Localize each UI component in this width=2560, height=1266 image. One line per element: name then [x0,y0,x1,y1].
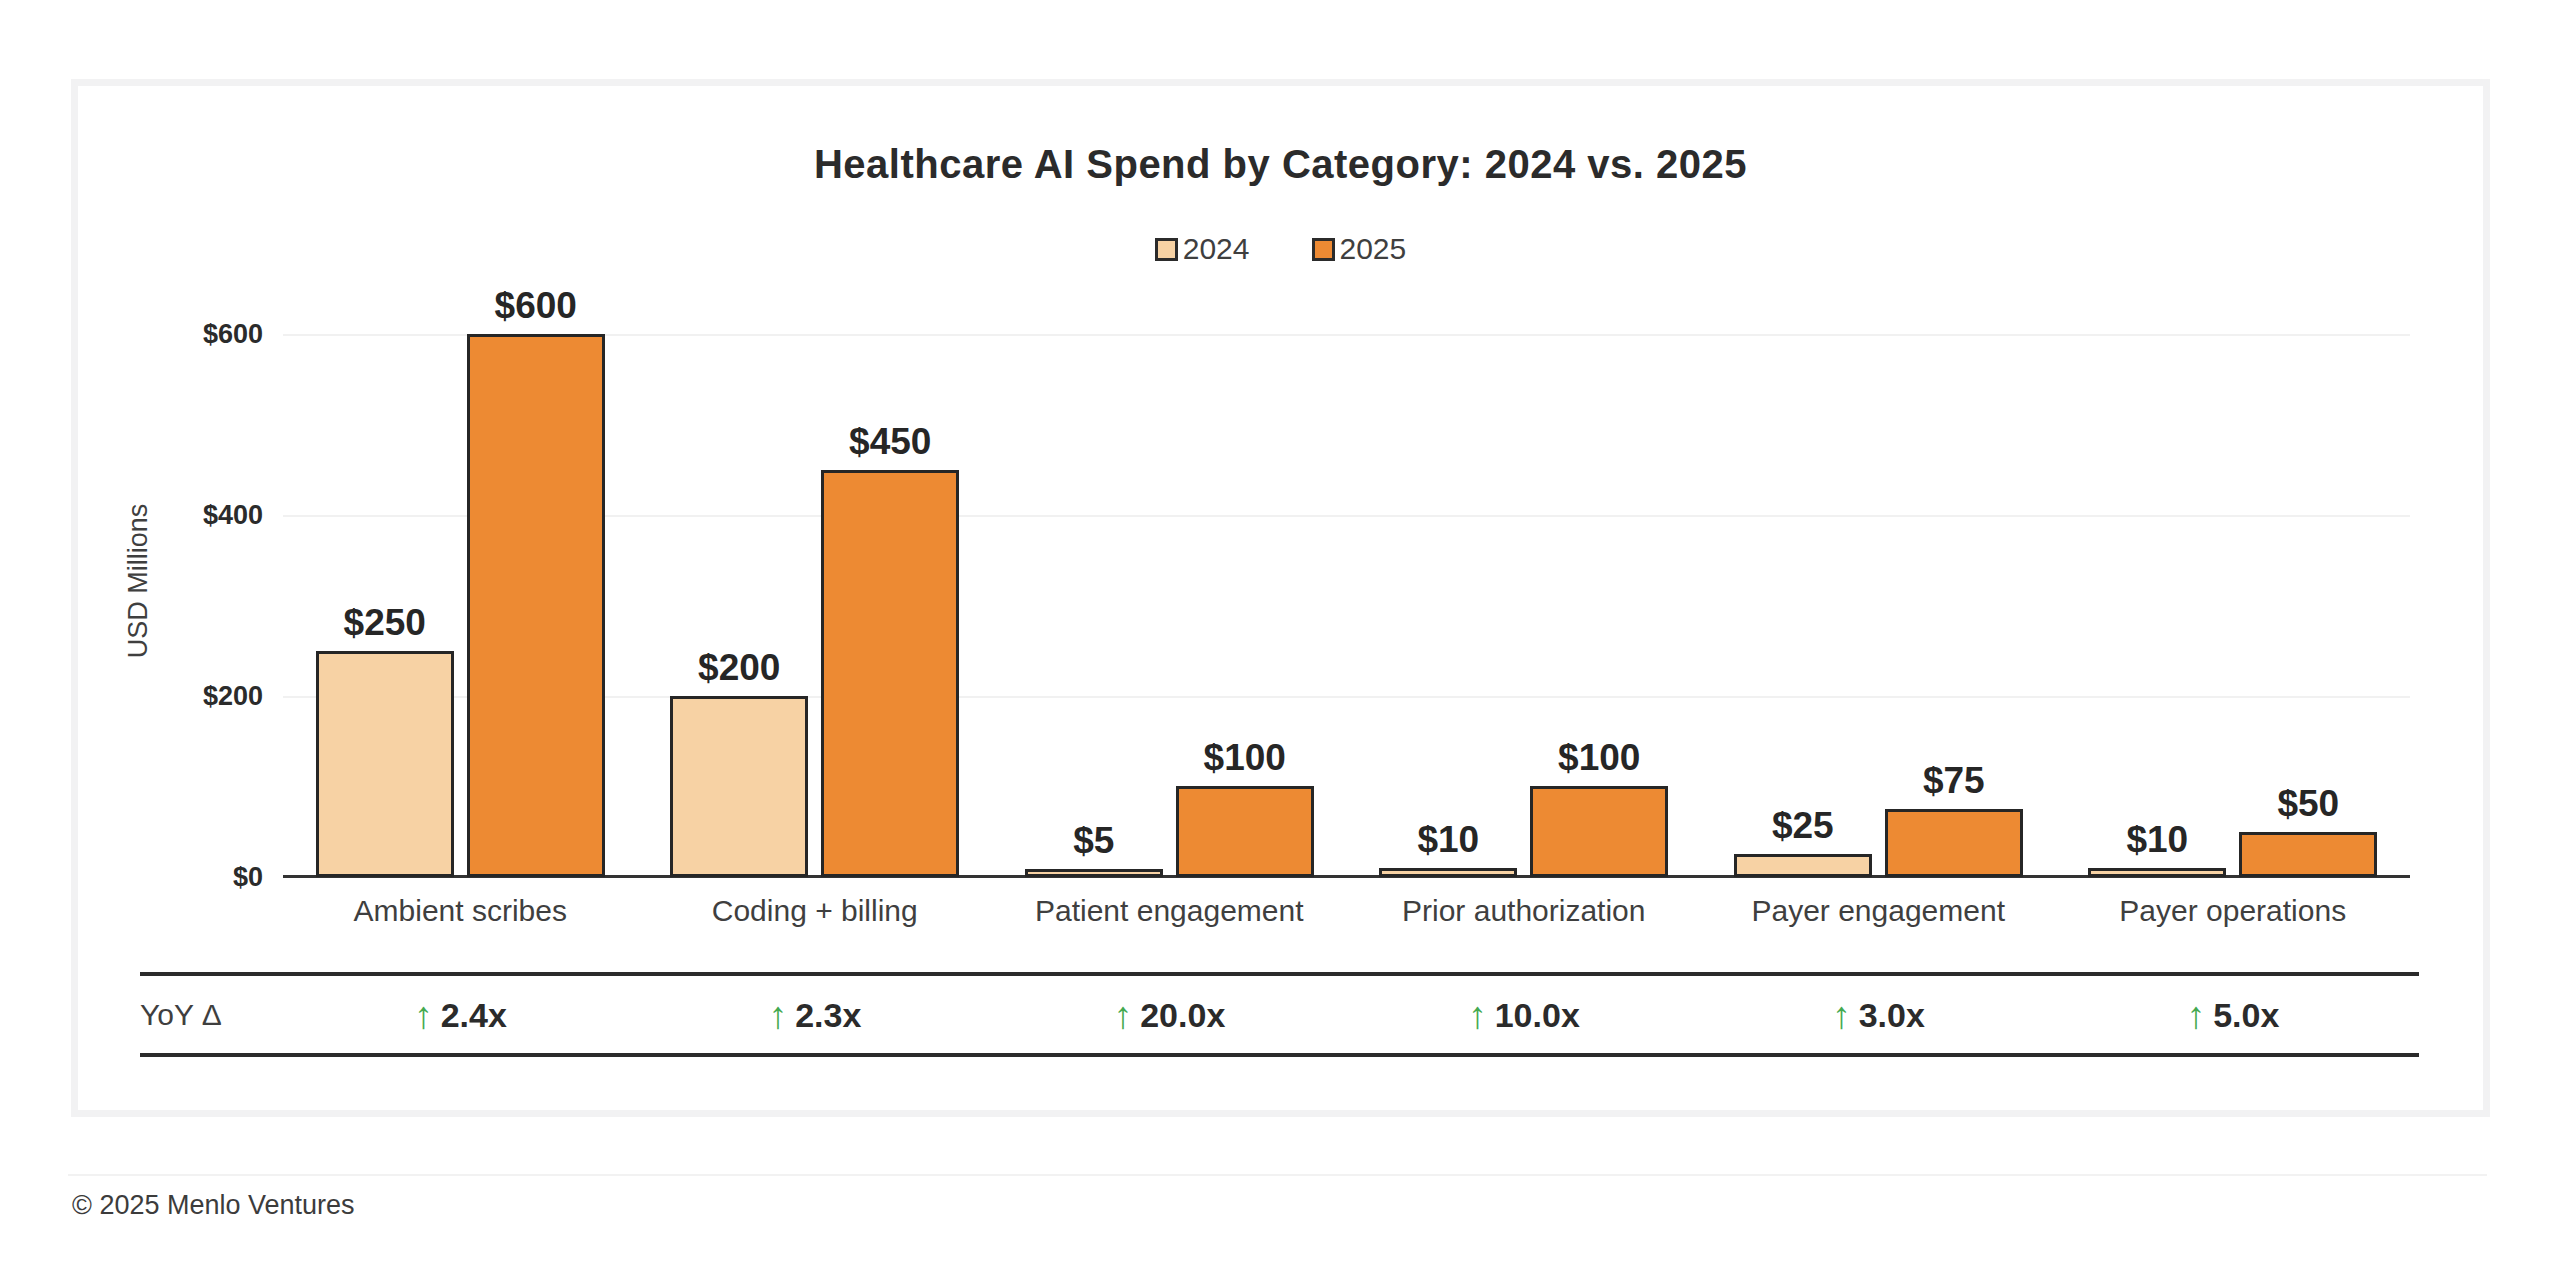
yoy-value: 2.3x [795,996,861,1035]
yoy-value: 3.0x [1859,996,1925,1035]
bar-2025: $450 [821,470,959,877]
category-group: $25 $75 [1701,285,2056,877]
yoy-value: 10.0x [1495,996,1580,1035]
yoy-value: 2.4x [441,996,507,1035]
up-arrow-icon: ↑ [414,996,433,1034]
yoy-cell: ↑5.0x [2056,996,2411,1035]
bar-value-label: $75 [1923,760,1985,802]
chart-title: Healthcare AI Spend by Category: 2024 vs… [78,142,2483,187]
y-tick-0: $0 [148,856,263,898]
yoy-cells: ↑2.4x↑2.3x↑20.0x↑10.0x↑3.0x↑5.0x [283,984,2410,1046]
bar-2024: $200 [670,696,808,877]
chart-card: Healthcare AI Spend by Category: 2024 vs… [71,79,2490,1117]
legend-swatch-2024-icon [1155,238,1178,261]
legend: 2024 2025 [78,232,2483,266]
y-tick-600: $600 [148,313,263,355]
bar-2024: $10 [2088,868,2226,877]
yoy-table-bottom-rule [140,1053,2419,1057]
up-arrow-icon: ↑ [1468,996,1487,1034]
bar-value-label: $50 [2277,783,2339,825]
bar-2024: $10 [1379,868,1517,877]
yoy-cell: ↑2.3x [638,996,993,1035]
yoy-cell: ↑10.0x [1347,996,1702,1035]
legend-label-2025: 2025 [1340,232,1407,266]
plot-area: $600 $400 $200 $0 USD Millions $250$600$… [283,285,2410,877]
bar-2025: $75 [1885,809,2023,877]
bar-value-label: $450 [849,421,931,463]
bar-value-label: $200 [698,647,780,689]
bar-value-label: $5 [1073,820,1114,862]
y-axis-title: USD Millions [123,504,154,659]
bar-2024: $5 [1025,869,1163,877]
legend-item-2024: 2024 [1155,232,1250,266]
bar-2024: $250 [316,651,454,877]
plot-slots: $250$600$200$450$5$100$10$100$25$75$10$5… [283,285,2410,877]
bar-2025: $600 [467,334,605,877]
yoy-value: 20.0x [1140,996,1225,1035]
category-label: Payer engagement [1701,890,2056,932]
y-tick-400: $400 [148,494,263,536]
y-tick-200: $200 [148,675,263,717]
category-group: $250$600 [283,285,638,877]
bar-value-label: $600 [495,285,577,327]
bar-value-label: $10 [1417,819,1479,861]
yoy-table-top-rule [140,972,2419,976]
legend-item-2025: 2025 [1312,232,1407,266]
up-arrow-icon: ↑ [1113,996,1132,1034]
bar-2025: $50 [2239,832,2377,877]
category-group: $5 $100 [992,285,1347,877]
copyright-text: © 2025 Menlo Ventures [72,1190,355,1221]
category-group: $10 $50 [2056,285,2411,877]
yoy-value: 5.0x [2213,996,2279,1035]
bar-value-label: $250 [344,602,426,644]
yoy-cell: ↑3.0x [1701,996,2056,1035]
yoy-cell: ↑2.4x [283,996,638,1035]
category-label: Coding + billing [638,890,993,932]
category-label: Ambient scribes [283,890,638,932]
page: { "chart_data": { "type": "bar", "title"… [0,0,2560,1266]
bar-2025: $100 [1530,786,1668,877]
up-arrow-icon: ↑ [2186,996,2205,1034]
up-arrow-icon: ↑ [768,996,787,1034]
bar-value-label: $100 [1204,737,1286,779]
up-arrow-icon: ↑ [1832,996,1851,1034]
bar-value-label: $25 [1772,805,1834,847]
category-group: $200$450 [638,285,993,877]
legend-label-2024: 2024 [1183,232,1250,266]
bar-value-label: $10 [2126,819,2188,861]
bar-2024: $25 [1734,854,1872,877]
footer-divider [68,1174,2487,1176]
legend-swatch-2025-icon [1312,238,1335,261]
bar-value-label: $100 [1558,737,1640,779]
category-group: $10 $100 [1347,285,1702,877]
category-label: Payer operations [2056,890,2411,932]
yoy-row-label: YoY Δ [140,984,222,1046]
category-label: Prior authorization [1347,890,1702,932]
yoy-cell: ↑20.0x [992,996,1347,1035]
category-label: Patient engagement [992,890,1347,932]
bar-2025: $100 [1176,786,1314,877]
category-labels: Ambient scribesCoding + billingPatient e… [283,890,2410,932]
